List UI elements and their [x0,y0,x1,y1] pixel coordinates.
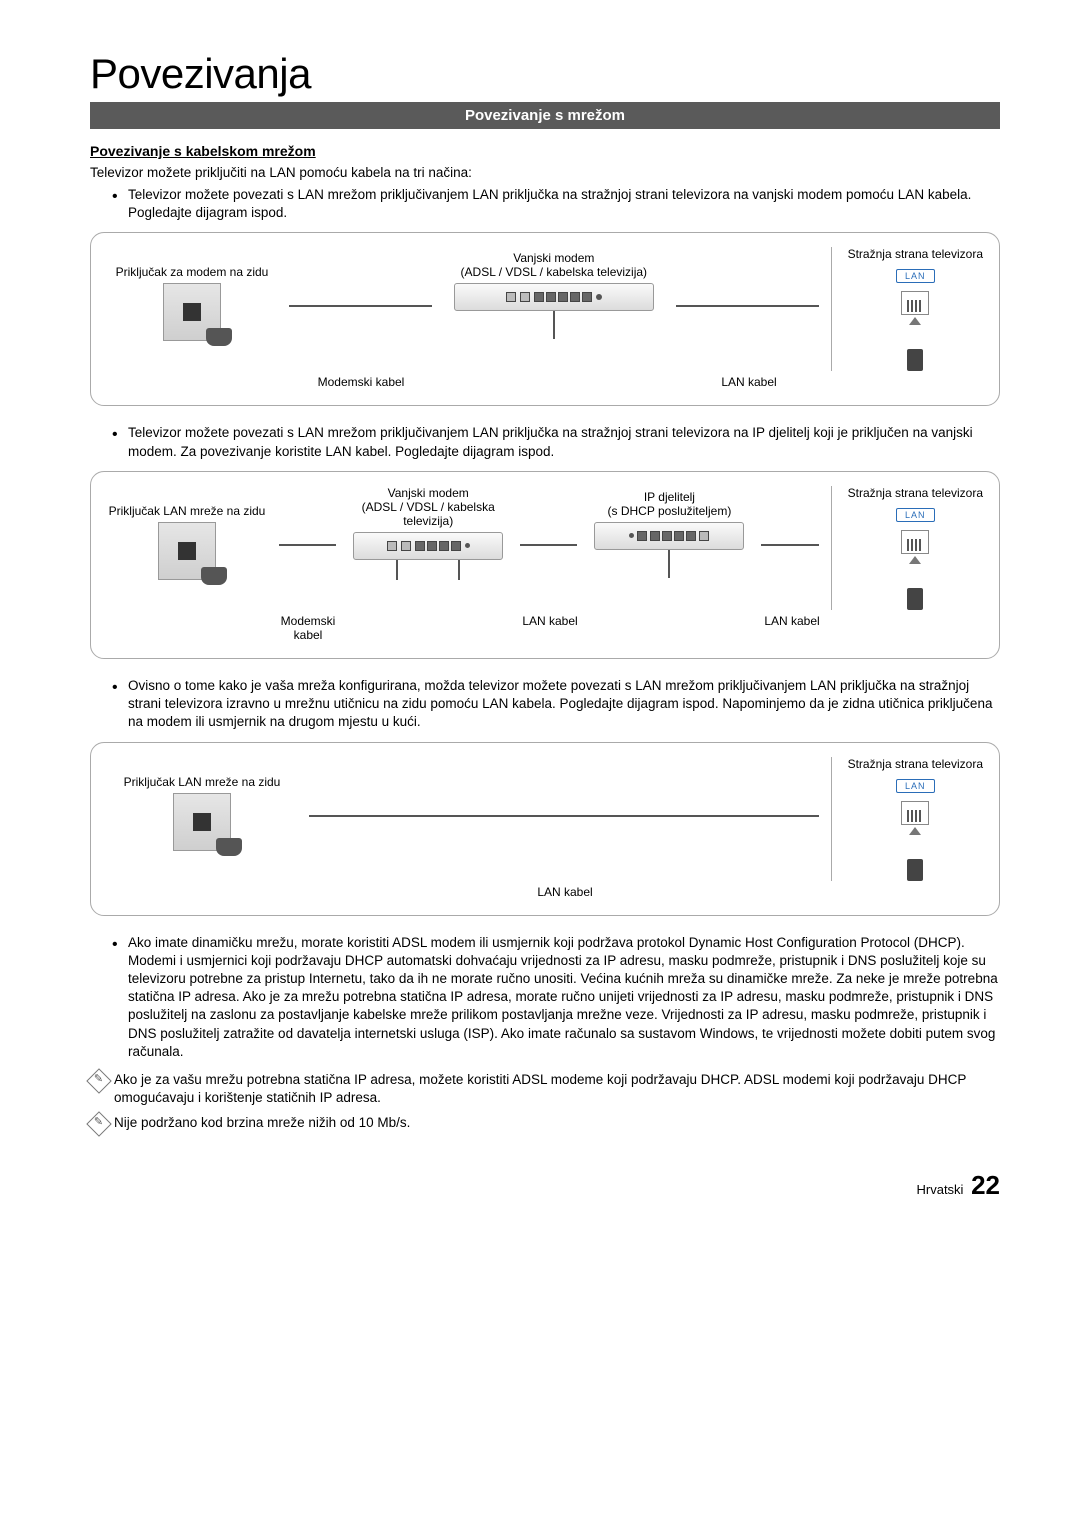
wall-plate-icon [163,283,221,341]
wall-label: Priključak LAN mreže na zidu [124,757,281,789]
lan-badge: LAN [896,779,935,793]
cable-line [309,815,819,817]
diagram-wall-direct: Priključak LAN mreže na zidu Stražnja st… [90,742,1000,916]
subsection-title: Povezivanje s kabelskom mrežom [90,143,1000,159]
lan-badge: LAN [896,508,935,522]
bullet-item: Ako imate dinamičku mrežu, morate korist… [112,934,1000,1062]
wall-plate-icon [173,793,231,851]
page-footer: Hrvatski 22 [90,1170,1000,1201]
footer-page-number: 22 [971,1170,1000,1200]
wall-label: Priključak LAN mreže na zidu [109,486,266,518]
router-sublabel: (s DHCP poslužiteljem) [608,504,732,518]
lan-badge: LAN [896,269,935,283]
cable-line [520,544,577,546]
cable-plug-icon [907,859,923,881]
modem-label: Vanjski modem [461,251,648,265]
lan-port-icon [901,801,929,825]
modem-sublabel: (ADSL / VDSL / kabelska televizija) [461,265,648,279]
tv-back-label: Stražnja strana televizora [848,247,983,261]
bullet-item: Televizor možete povezati s LAN mrežom p… [112,186,1000,222]
cable-line [289,305,432,307]
diagram-modem-router: Priključak LAN mreže na zidu Vanjski mod… [90,471,1000,659]
cable-line [279,544,336,546]
note-icon [86,1068,111,1093]
note-item: Ako je za vašu mrežu potrebna statična I… [90,1071,1000,1107]
modem-sublabel: (ADSL / VDSL / kabelska televizija) [348,500,508,528]
bullet-item: Ovisno o tome kako je vaša mreža konfigu… [112,677,1000,732]
lan-port-icon [901,291,929,315]
arrow-up-icon [909,827,921,835]
note-icon [86,1111,111,1136]
tv-back-panel: Stražnja strana televizora LAN [831,757,983,881]
note-text: Ako je za vašu mrežu potrebna statična I… [114,1071,1000,1107]
lan-cable-label: LAN kabel [521,614,579,628]
cable-plug-icon [907,588,923,610]
lan-cable-label: LAN kabel [763,614,821,628]
tv-back-panel: Stražnja strana televizora LAN [831,486,983,610]
tv-back-panel: Stražnja strana televizora LAN [831,247,983,371]
footer-lang: Hrvatski [917,1182,964,1197]
modem-icon [454,283,654,311]
note-item: Nije podržano kod brzina mreže nižih od … [90,1114,1000,1132]
modem-label: Vanjski modem [348,486,508,500]
note-text: Nije podržano kod brzina mreže nižih od … [114,1114,410,1132]
wall-label: Priključak za modem na zidu [116,247,269,279]
cable-line [761,544,818,546]
router-icon [594,522,744,550]
modem-cable-label: Modemski kabel [279,614,337,642]
lan-cable-label: LAN kabel [309,885,821,899]
tv-back-label: Stražnja strana televizora [848,757,983,771]
arrow-up-icon [909,556,921,564]
modem-cable-label: Modemski kabel [289,375,433,389]
modem-icon [353,532,503,560]
arrow-up-icon [909,317,921,325]
tv-back-label: Stražnja strana televizora [848,486,983,500]
page-title: Povezivanja [90,50,1000,98]
lan-port-icon [901,530,929,554]
router-label: IP djelitelj [608,490,732,504]
cable-line [676,305,819,307]
diagram-modem-direct: Priključak za modem na zidu Vanjski mode… [90,232,1000,406]
wall-plate-icon [158,522,216,580]
section-banner: Povezivanje s mrežom [90,102,1000,129]
lan-cable-label: LAN kabel [677,375,821,389]
cable-plug-icon [907,349,923,371]
intro-text: Televizor možete priključiti na LAN pomo… [90,165,1000,180]
bullet-item: Televizor možete povezati s LAN mrežom p… [112,424,1000,460]
